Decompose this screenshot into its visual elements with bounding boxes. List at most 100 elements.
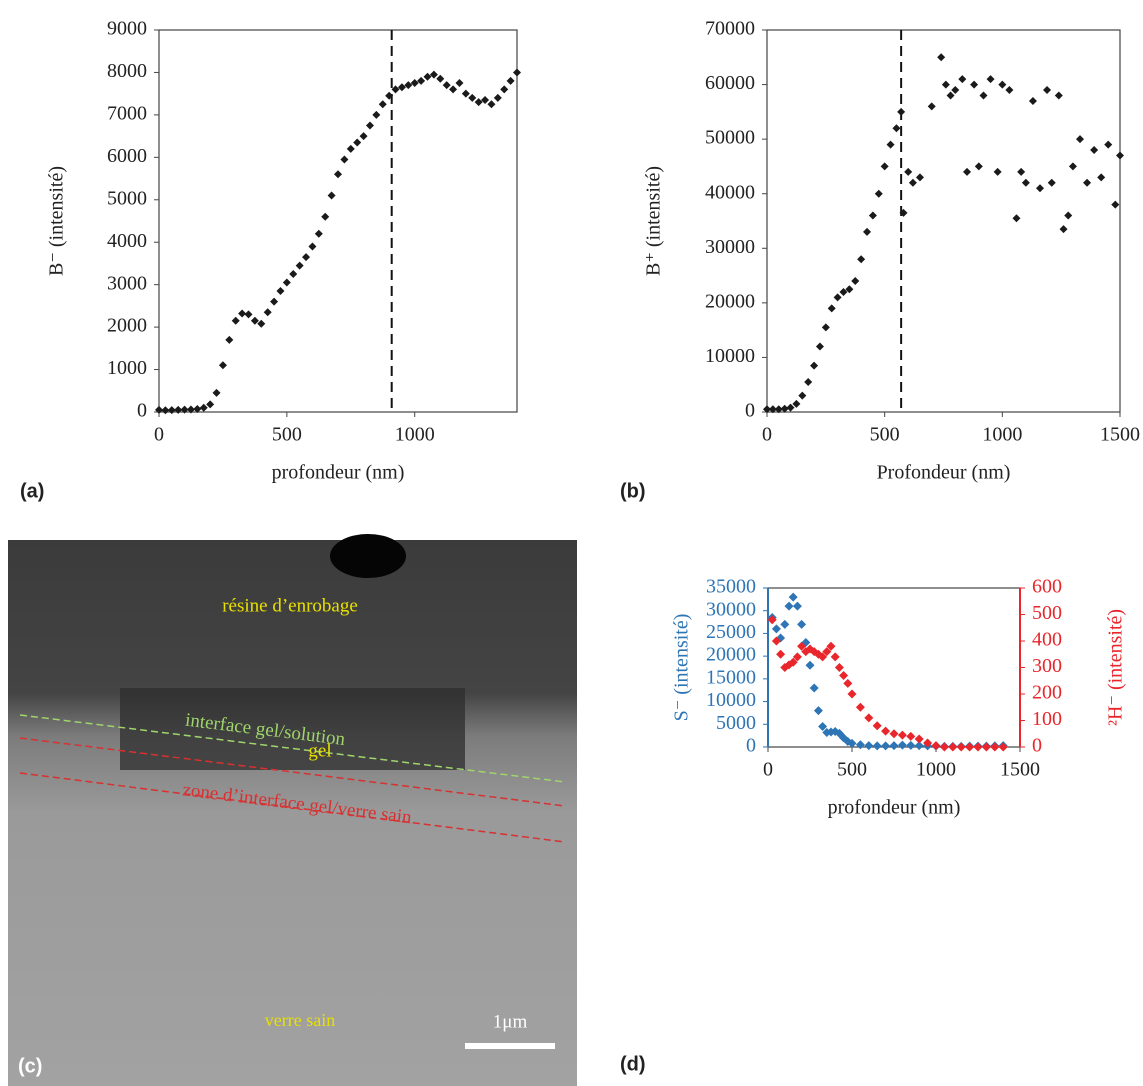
- data-point: [493, 93, 502, 102]
- data-point: [199, 403, 208, 412]
- y-axis-title: B⁻ (intensité): [46, 166, 68, 276]
- data-point: [810, 361, 819, 370]
- plot-frame: [158, 29, 518, 413]
- data-point: [899, 208, 908, 217]
- data-point: [257, 319, 266, 328]
- y-tick-label: 6000: [107, 145, 147, 167]
- data-point: [915, 173, 924, 182]
- data-point: [385, 91, 394, 100]
- data-point: [818, 652, 828, 662]
- data-point: [1111, 200, 1120, 209]
- data-point: [797, 619, 807, 629]
- y-tick-label: 0: [745, 400, 755, 422]
- data-point: [1059, 225, 1068, 234]
- data-point: [792, 399, 801, 408]
- data-point: [1104, 140, 1113, 149]
- data-point: [771, 636, 781, 646]
- y-tick-label: 10000: [706, 689, 756, 711]
- data-point: [818, 722, 828, 732]
- micrograph: résine d’enrobage interface gel/solution…: [8, 534, 577, 1086]
- data-point: [780, 404, 789, 413]
- data-point: [206, 400, 215, 409]
- data-point: [914, 741, 924, 751]
- y2-tick-label: 200: [1032, 682, 1062, 704]
- data-point: [500, 85, 509, 94]
- data-point: [506, 76, 515, 85]
- interface-line: [19, 772, 566, 843]
- scale-bar: [465, 1043, 555, 1049]
- data-point: [897, 730, 907, 740]
- y-tick-label: 9000: [107, 18, 147, 40]
- y2-tick-label: 0: [1032, 735, 1042, 757]
- gel-solution-line: [19, 714, 566, 783]
- data-point: [365, 121, 374, 130]
- x-tick-label: 1500: [1000, 759, 1040, 781]
- y-tick-label: 8000: [107, 60, 147, 82]
- x-tick-label: 1500: [1100, 424, 1140, 446]
- data-point: [1097, 173, 1106, 182]
- data-point: [1054, 91, 1063, 100]
- data-point: [1043, 86, 1052, 95]
- data-point: [941, 80, 950, 89]
- y-tick-label: 2000: [107, 315, 147, 337]
- data-point: [161, 406, 170, 415]
- data-point: [167, 406, 176, 415]
- void: [330, 534, 406, 578]
- data-point: [186, 405, 195, 414]
- sem-image: [8, 540, 577, 1086]
- data-point: [855, 702, 865, 712]
- data-point: [455, 79, 464, 88]
- data-point: [378, 100, 387, 109]
- y-tick-label: 0: [137, 400, 147, 422]
- y-tick-label: 20000: [706, 644, 756, 666]
- data-point: [423, 72, 432, 81]
- data-point: [340, 155, 349, 164]
- y-tick-label: 0: [746, 735, 756, 757]
- data-point: [951, 86, 960, 95]
- x-tick-label: 0: [154, 424, 164, 446]
- data-point: [776, 649, 786, 659]
- data-point: [270, 297, 279, 306]
- data-point: [889, 729, 899, 739]
- y2-tick-label: 500: [1032, 602, 1062, 624]
- y-axis-title: S⁻ (intensité): [671, 614, 693, 722]
- data-point: [986, 75, 995, 84]
- data-point: [892, 124, 901, 133]
- data-point: [397, 83, 406, 92]
- y2-tick-label: 400: [1032, 629, 1062, 651]
- plot-frame: [766, 29, 1121, 413]
- data-point: [1012, 214, 1021, 223]
- y-tick-label: 40000: [705, 181, 755, 203]
- data-point: [906, 731, 916, 741]
- data-point: [308, 242, 317, 251]
- y-tick-label: 20000: [705, 290, 755, 312]
- data-point: [864, 713, 874, 723]
- data-point: [481, 96, 490, 105]
- data-point: [813, 706, 823, 716]
- data-point: [1047, 178, 1056, 187]
- data-point: [1116, 151, 1124, 160]
- data-point: [784, 601, 794, 611]
- data-point: [302, 253, 311, 262]
- data-point: [1017, 167, 1026, 176]
- data-point: [970, 80, 979, 89]
- data-point: [250, 316, 259, 325]
- data-point: [939, 742, 949, 752]
- data-point: [346, 144, 355, 153]
- data-point: [449, 85, 458, 94]
- data-point: [827, 304, 836, 313]
- data-point: [1028, 96, 1037, 105]
- data-point: [788, 592, 798, 602]
- y-tick-label: 50000: [705, 127, 755, 149]
- data-point: [218, 361, 227, 370]
- x-tick-label: 1000: [916, 759, 956, 781]
- data-point: [487, 100, 496, 109]
- data-point: [763, 405, 771, 414]
- data-point: [1021, 178, 1030, 187]
- data-point: [180, 405, 189, 414]
- y-tick-label: 4000: [107, 230, 147, 252]
- data-point: [231, 316, 240, 325]
- data-point: [263, 308, 272, 317]
- data-point: [897, 740, 907, 750]
- data-point: [847, 738, 857, 748]
